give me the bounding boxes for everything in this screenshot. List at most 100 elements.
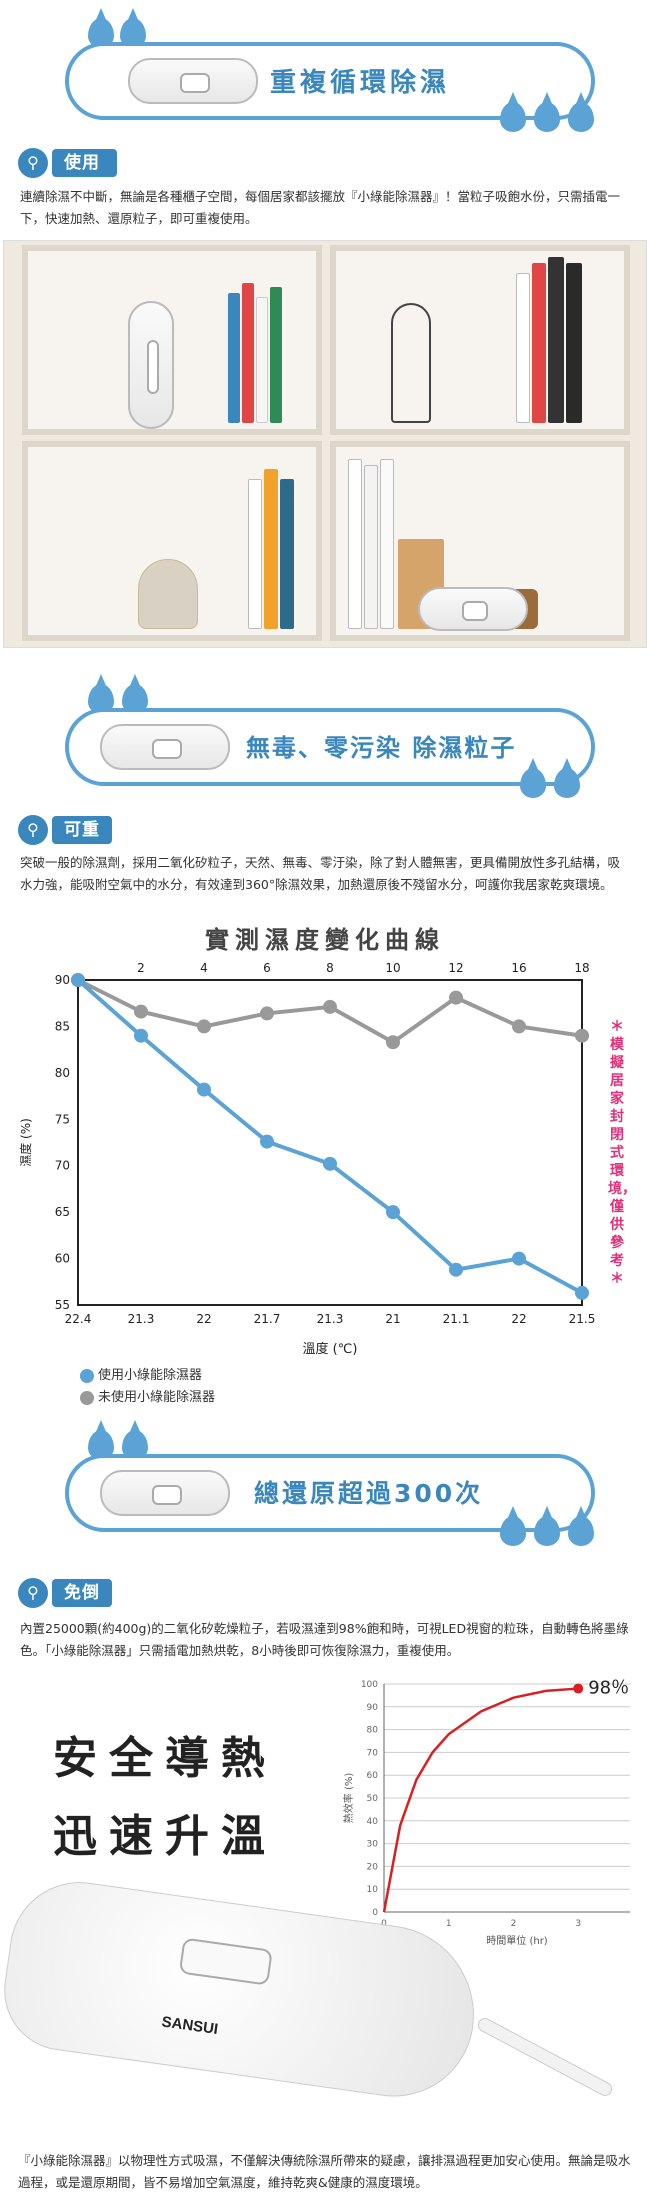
- y-tick-label: 10: [367, 1885, 379, 1895]
- book: [532, 263, 546, 423]
- x-tick-label: 21.1: [443, 1312, 470, 1326]
- series-point-0: [134, 1028, 148, 1043]
- series-point-0: [575, 1285, 589, 1300]
- y-tick-label: 60: [367, 1771, 379, 1781]
- x-tick-label: 22.4: [65, 1312, 92, 1326]
- y-tick-label: 80: [55, 1066, 70, 1080]
- y-tick-label: 90: [55, 973, 70, 987]
- book: [364, 465, 378, 629]
- banner-1: 重複循環除濕: [0, 0, 650, 150]
- y-tick-label: 60: [55, 1252, 70, 1266]
- series-point-1: [197, 1019, 211, 1034]
- banner-3: 總還原超過300次: [0, 1412, 650, 1562]
- series-point-0: [323, 1156, 337, 1171]
- y-tick-label: 40: [367, 1817, 379, 1827]
- x-tick-label: 1: [446, 1919, 452, 1929]
- book: [348, 459, 362, 629]
- book: [228, 293, 240, 423]
- shelf-cubby: [330, 441, 630, 641]
- water-drop-icon: [500, 102, 526, 132]
- shelf-photo: [3, 240, 647, 648]
- book: [270, 287, 282, 423]
- shelf-cubby: [22, 441, 322, 641]
- book: [380, 459, 394, 629]
- series-point-1: [386, 1035, 400, 1050]
- book: [264, 469, 278, 629]
- series-point-0: [197, 1082, 211, 1097]
- y-tick-label: 70: [55, 1159, 70, 1173]
- chart-side-note: ＊模擬居家封閉式環境，僅供參考＊: [608, 1019, 636, 1287]
- y-tick-label: 30: [367, 1840, 379, 1850]
- headline-line-2: 迅速升溫: [53, 1811, 277, 1862]
- x-tick-label: 22: [196, 1312, 211, 1326]
- x-tick-label: 21.5: [569, 1312, 596, 1326]
- y-axis-label: 濕度 (%): [18, 1118, 33, 1167]
- x-tick-label: 21: [385, 1312, 400, 1326]
- search-icon: ⚲: [18, 1578, 48, 1608]
- plot-frame: [77, 979, 583, 1306]
- x-top-tick-label: 12: [448, 961, 463, 975]
- water-drop-icon: [520, 768, 546, 798]
- y-axis-label: 熱效率 (%): [342, 1773, 355, 1824]
- banner-2: 無毒、零污染 除濕粒子: [0, 668, 650, 818]
- headline-line-1: 安全導熱: [53, 1733, 277, 1784]
- section-body-1: 連續除濕不中斷，無論是各種櫃子空間，每個居家都該擺放『小綠能除濕器』！當粒子吸飽…: [20, 189, 621, 226]
- section-heading-label: 使用吸濕時間長達2~3週: [52, 149, 117, 313]
- series-point-0: [512, 1251, 526, 1266]
- banner-title: 總還原超過300次: [254, 1479, 484, 1508]
- y-tick-label: 65: [55, 1205, 70, 1219]
- water-drop-icon: [534, 1516, 560, 1546]
- x-tick-label: 2: [511, 1919, 517, 1929]
- section-body-2: 突破一般的除濕劑，採用二氧化矽粒子，天然、無毒、零汙染，除了對人體無害，更具備開…: [20, 855, 621, 892]
- shelf-cubby: [330, 245, 630, 435]
- series-point-1: [512, 1019, 526, 1034]
- search-icon: ⚲: [18, 148, 48, 178]
- legend-item-with: 使用小綠能除濕器: [80, 1364, 202, 1383]
- water-drop-icon: [568, 1516, 594, 1546]
- humidity-chart: 55 60 65 70 75 80 85 90 22.4 21.3 22 21.7 21.3 21 21.1…: [18, 961, 596, 1357]
- x-top-tick-label: 4: [200, 961, 208, 975]
- brand-label: SANSUI: [160, 2013, 220, 2039]
- x-top-tick-label: 10: [385, 961, 400, 975]
- x-axis-label: 時間單位 (hr): [486, 1934, 548, 1947]
- x-top-tick-label: 8: [326, 961, 334, 975]
- series-point-1: [575, 1028, 589, 1043]
- x-tick-label: 22: [511, 1312, 526, 1326]
- water-drop-icon: [500, 1516, 526, 1546]
- power-cord: [475, 2015, 615, 2099]
- dehumidifier-image: [100, 1470, 230, 1516]
- y-tick-label: 70: [367, 1748, 379, 1758]
- heat-curve-line: [382, 1687, 579, 1913]
- book: [548, 257, 564, 423]
- water-drop-icon: [568, 102, 594, 132]
- water-drop-icon: [554, 768, 580, 798]
- book: [280, 479, 294, 629]
- plant-vase: [391, 303, 431, 423]
- banner-title: 無毒、零污染 除濕粒子: [246, 734, 517, 762]
- dehumidifier-image: [418, 587, 528, 631]
- section-heading-label: 免倒水、免微波！使用壹達5年以上免更換: [52, 1579, 112, 1855]
- x-tick-label: 21.3: [317, 1312, 344, 1326]
- chart-title: 實測濕度變化曲線: [205, 925, 445, 954]
- legend-item-without: 未使用小綠能除濕器: [80, 1386, 215, 1405]
- led-window: [178, 1937, 273, 1986]
- series-point-0: [71, 973, 85, 987]
- legend-dot-gray: [80, 1390, 94, 1405]
- series-point-0: [260, 1134, 274, 1149]
- book: [242, 283, 254, 423]
- x-top-tick-label: 6: [263, 961, 271, 975]
- dehumidifier-image: [100, 724, 230, 770]
- y-tick-label: 100: [361, 1680, 378, 1690]
- section-heading-label: 可重複循環使用，突破一次性除濕劑: [52, 816, 112, 1036]
- shelf-cubby: [22, 245, 322, 435]
- y-tick-label: 90: [367, 1703, 379, 1713]
- book: [566, 263, 582, 423]
- series-point-1: [323, 999, 337, 1014]
- legend-label: 使用小綠能除濕器: [98, 1368, 203, 1383]
- water-drop-icon: [534, 102, 560, 132]
- dehumidifier-image: [128, 58, 258, 104]
- series-point-1: [260, 1006, 274, 1021]
- x-tick-label: 21.3: [128, 1312, 155, 1326]
- book: [256, 297, 268, 423]
- banner-title: 重複循環除濕: [270, 68, 451, 98]
